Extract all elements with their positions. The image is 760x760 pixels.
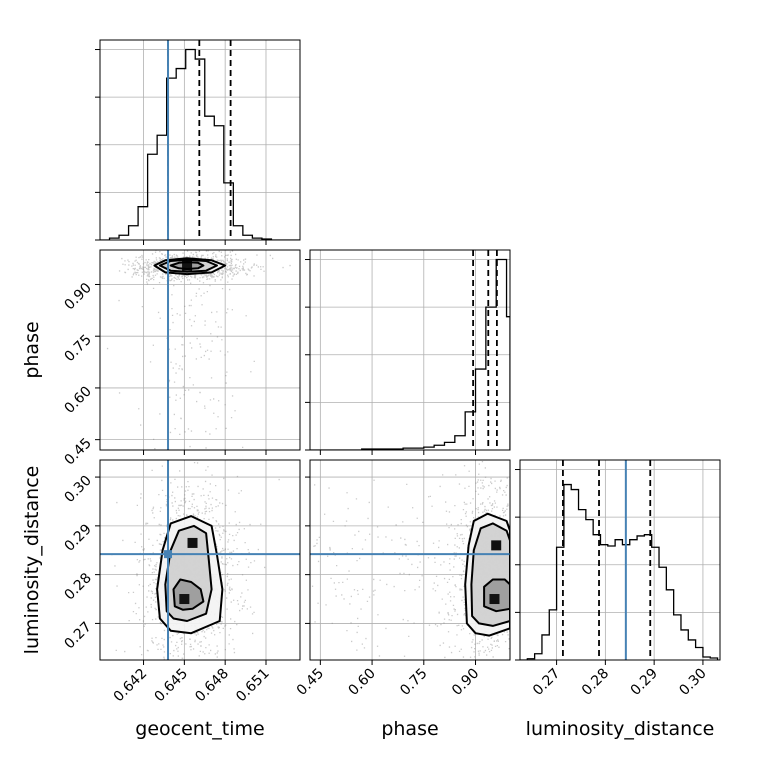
density-peak bbox=[179, 594, 190, 605]
contour-level-1 bbox=[464, 512, 510, 637]
contour-level-3 bbox=[169, 261, 205, 270]
tick-label-phase: 0.60 bbox=[61, 383, 94, 416]
contour-level-1 bbox=[156, 515, 224, 635]
density-peak bbox=[489, 594, 500, 605]
panel-frame bbox=[99, 249, 301, 451]
ylabel-luminosity-distance: luminosity_distance bbox=[21, 466, 43, 655]
xlabel-luminosity-distance: luminosity_distance bbox=[526, 718, 715, 740]
tick-label-geocent-time: 0.651 bbox=[233, 666, 273, 706]
scatter-points bbox=[106, 250, 291, 450]
contour-level-1 bbox=[153, 257, 227, 276]
hist-panel-geocent-time bbox=[95, 39, 301, 245]
contour-level-3 bbox=[483, 578, 510, 613]
density-layer bbox=[106, 250, 291, 450]
density-peak bbox=[187, 537, 198, 548]
tick-label-luminosity-distance: 0.30 bbox=[61, 473, 94, 506]
ylabel-phase: phase bbox=[21, 321, 43, 378]
density-panel-phase-luminosity-distance: 0.45 0.60 0.75 0.90 bbox=[294, 459, 511, 699]
density-panel-geocent-time-phase: 0.45 0.60 0.75 0.90 bbox=[61, 249, 301, 469]
xlabel-geocent-time: geocent_time bbox=[135, 718, 264, 740]
hist-panel-luminosity-distance: 0.27 0.28 0.29 0.30 bbox=[515, 459, 721, 699]
panel-frame bbox=[309, 249, 511, 451]
tick-label-phase: 0.90 bbox=[449, 666, 482, 699]
panel-frame bbox=[519, 459, 721, 661]
density-peak bbox=[182, 260, 193, 271]
tick-label-phase: 0.45 bbox=[61, 435, 94, 468]
histogram-step-geocent-time bbox=[100, 48, 300, 240]
tick-label-luminosity-distance: 0.29 bbox=[61, 521, 94, 554]
tick-label-phase: 0.75 bbox=[397, 666, 430, 699]
tick-label-luminosity-distance: 0.29 bbox=[628, 666, 661, 699]
panel-frame bbox=[309, 459, 511, 661]
tick-label-luminosity-distance: 0.28 bbox=[61, 570, 94, 603]
contour-level-2 bbox=[158, 258, 218, 273]
scatter-points bbox=[311, 461, 510, 659]
tick-label-luminosity-distance: 0.27 bbox=[530, 666, 563, 699]
tick-label-geocent-time: 0.648 bbox=[192, 666, 232, 706]
panel-frame bbox=[99, 459, 301, 661]
contour-level-3 bbox=[172, 578, 205, 611]
tick-label-phase: 0.75 bbox=[61, 332, 94, 365]
density-peak bbox=[491, 540, 502, 551]
tick-label-luminosity-distance: 0.28 bbox=[579, 666, 612, 699]
density-panel-geocent-time-luminosity-distance: 0.27 0.28 0.29 0.30 0.642 0.645 0.648 0.651 bbox=[61, 459, 301, 706]
hist-panel-phase bbox=[305, 249, 511, 455]
panel-frame bbox=[99, 39, 301, 241]
tick-label-luminosity-distance: 0.30 bbox=[676, 666, 709, 699]
density-layer bbox=[100, 460, 300, 660]
tick-label-phase: 0.45 bbox=[294, 666, 327, 699]
histogram-step-luminosity-distance bbox=[520, 483, 719, 660]
density-layer bbox=[310, 461, 510, 659]
xlabel-phase: phase bbox=[381, 718, 438, 740]
tick-label-phase: 0.90 bbox=[61, 280, 94, 313]
tick-label-geocent-time: 0.642 bbox=[111, 666, 151, 706]
tick-label-luminosity-distance: 0.27 bbox=[61, 619, 94, 652]
tick-label-phase: 0.60 bbox=[346, 666, 379, 699]
contour-level-2 bbox=[470, 522, 510, 627]
tick-label-geocent-time: 0.645 bbox=[152, 666, 192, 706]
truth-marker bbox=[164, 550, 173, 559]
